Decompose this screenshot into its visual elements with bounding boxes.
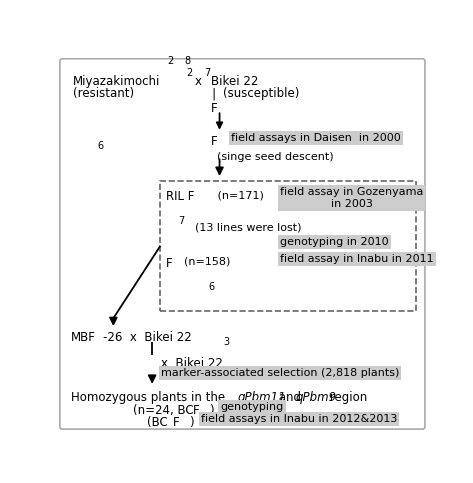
Text: 7: 7	[204, 68, 210, 78]
Text: and: and	[274, 391, 304, 404]
Text: (resistant): (resistant)	[73, 87, 134, 100]
Text: F: F	[193, 404, 199, 417]
Text: RIL F: RIL F	[166, 190, 194, 203]
Text: MBF: MBF	[71, 331, 96, 344]
Text: (n=158): (n=158)	[184, 256, 230, 267]
Text: field assays in Daisen  in 2000: field assays in Daisen in 2000	[231, 133, 401, 142]
Text: Miyazakimochi: Miyazakimochi	[73, 75, 160, 88]
Text: F: F	[166, 256, 173, 270]
Text: (susceptible): (susceptible)	[223, 87, 300, 100]
Text: qPbm11: qPbm11	[237, 391, 286, 404]
Text: marker-associated selection (2,818 plants): marker-associated selection (2,818 plant…	[161, 368, 399, 378]
Text: 2: 2	[223, 370, 230, 380]
Text: field assay in Inabu in 2011: field assay in Inabu in 2011	[280, 254, 434, 264]
Text: qPbm9: qPbm9	[296, 391, 337, 404]
Text: Homozygous plants in the: Homozygous plants in the	[71, 391, 228, 404]
Text: F: F	[173, 416, 180, 429]
Text: genotyping in 2010: genotyping in 2010	[280, 237, 389, 247]
Bar	[160, 181, 416, 311]
Text: (13 lines were lost): (13 lines were lost)	[195, 223, 301, 233]
Text: region: region	[326, 391, 367, 404]
Text: (singe seed descent): (singe seed descent)	[217, 152, 334, 162]
Text: x  Bikei 22: x Bikei 22	[161, 357, 222, 369]
Text: 6: 6	[209, 282, 215, 292]
Text: 2: 2	[186, 68, 193, 78]
Text: 7: 7	[178, 215, 185, 226]
Text: F: F	[211, 135, 218, 148]
Text: field assays in Inabu in 2012&2013: field assays in Inabu in 2012&2013	[201, 414, 397, 424]
Text: ): )	[209, 404, 213, 417]
Text: (n=24, BC: (n=24, BC	[133, 404, 193, 417]
Text: field assay in Gozenyama
in 2003: field assay in Gozenyama in 2003	[280, 187, 423, 209]
Text: (BC: (BC	[147, 416, 167, 429]
Text: genotyping: genotyping	[220, 402, 284, 412]
Text: F: F	[211, 102, 218, 115]
Text: Bikei 22: Bikei 22	[211, 75, 258, 88]
Text: x: x	[195, 75, 202, 88]
Text: ): )	[189, 416, 194, 429]
Text: |: |	[211, 87, 215, 100]
Text: 8: 8	[184, 56, 191, 66]
Text: 6: 6	[97, 141, 103, 151]
Text: 2: 2	[167, 56, 174, 66]
Text: (n=171): (n=171)	[214, 190, 264, 200]
Text: 3: 3	[223, 337, 229, 347]
Text: -26  x  Bikei 22: -26 x Bikei 22	[103, 331, 191, 344]
